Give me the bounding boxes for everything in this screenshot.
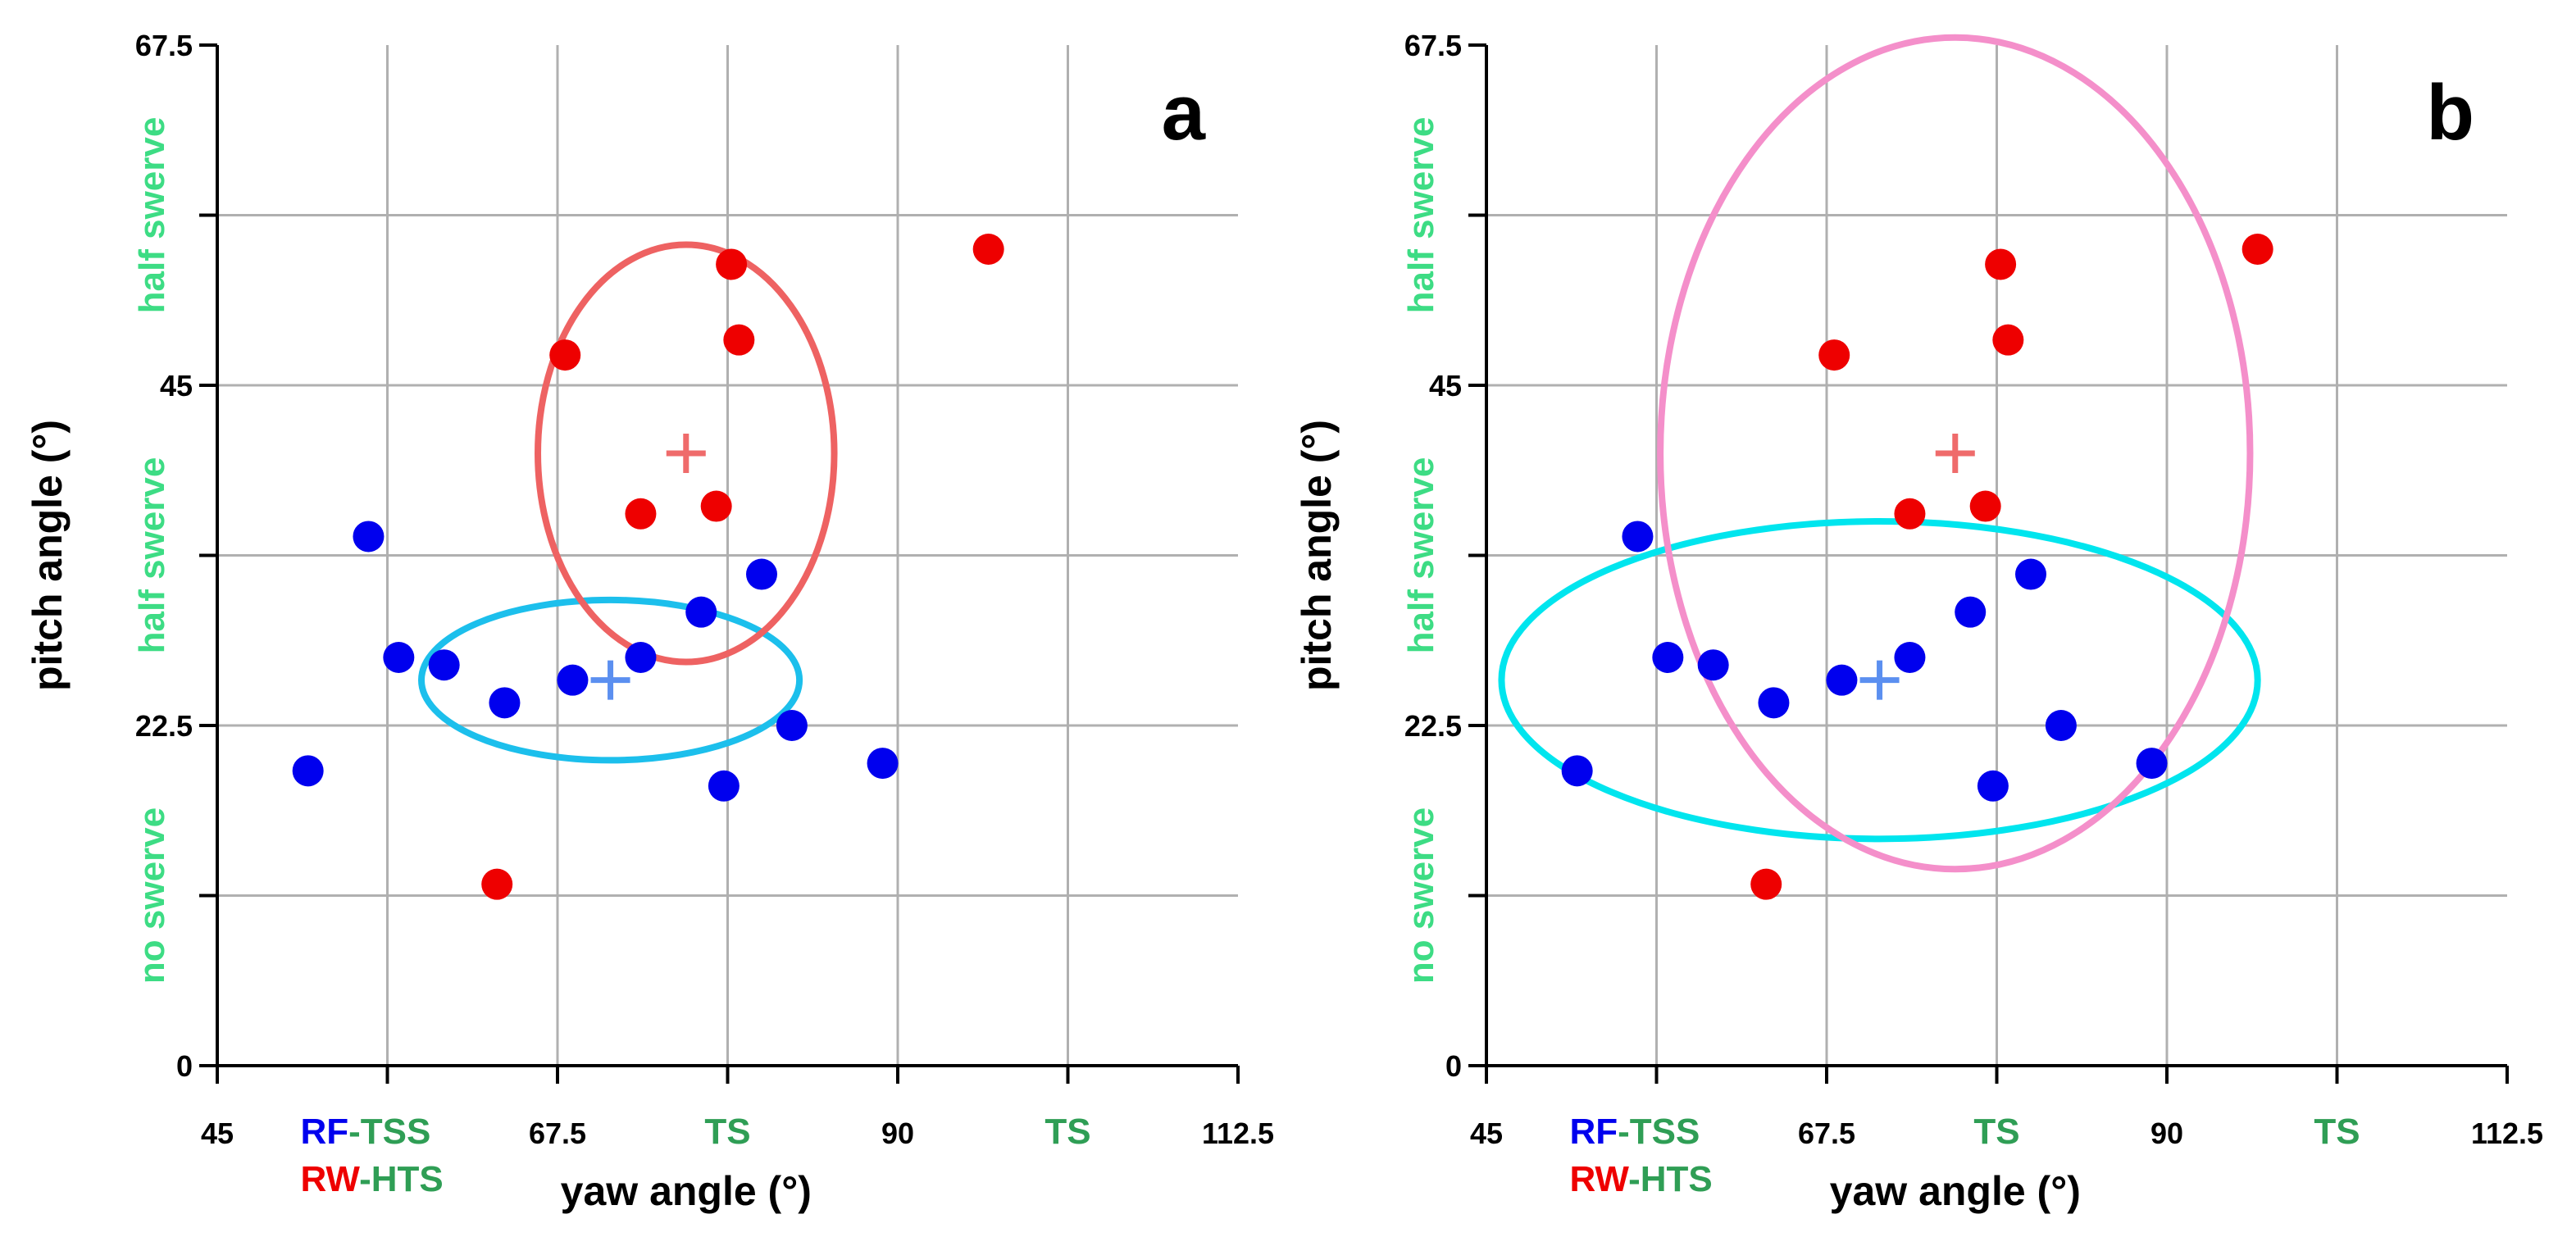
y-tick-label: 67.5	[1404, 29, 1462, 62]
x-tick-label: 67.5	[529, 1116, 586, 1150]
y-tick-label: 22.5	[135, 709, 193, 743]
y-tick-label: 0	[176, 1049, 193, 1083]
data-point-rf	[1561, 755, 1593, 787]
data-point-rf	[428, 649, 460, 681]
data-point-rf	[2136, 748, 2168, 780]
legend-entry-rw: RW-HTS	[1569, 1159, 1712, 1199]
data-point-rw	[1818, 339, 1850, 371]
data-point-rf	[489, 687, 521, 719]
legend-series-suffix: -HTS	[359, 1159, 444, 1199]
data-point-rf	[1894, 642, 1926, 673]
mean-marker-rf	[1859, 660, 1900, 700]
data-point-rf	[1652, 642, 1684, 673]
data-point-rf	[625, 642, 657, 673]
data-point-rw	[1992, 324, 2024, 356]
panel-b: 45 67.5 90 112.5 0 22.5 45 67.5 yaw angle (°) pit…	[1294, 29, 2543, 1214]
data-point-rw	[972, 234, 1004, 265]
data-point-rf	[1697, 649, 1729, 681]
x-tick-label: 45	[1470, 1116, 1503, 1150]
data-point-rf	[1955, 596, 1987, 628]
y-zone-label: half swerve	[132, 457, 172, 654]
y-tick-label: 22.5	[1404, 709, 1462, 743]
data-point-rf	[1826, 664, 1858, 696]
y-zone-label: half swerve	[1401, 117, 1441, 314]
x-zone-label: TS	[1973, 1112, 2019, 1152]
confidence-ellipse-rf	[1498, 518, 2261, 843]
panel-label: a	[1162, 69, 1206, 157]
data-point-rw	[1894, 498, 1926, 530]
confidence-ellipse-rw	[535, 241, 838, 666]
data-point-rw	[1750, 868, 1782, 900]
y-zone-label: no swerve	[132, 807, 172, 984]
data-point-rf	[557, 664, 589, 696]
legend-series-name: RF	[1569, 1112, 1618, 1152]
y-axis-title: pitch angle (°)	[1294, 420, 1340, 691]
x-tick-label: 67.5	[1798, 1116, 1855, 1150]
y-tick-label: 67.5	[135, 29, 193, 62]
data-point-rf	[353, 521, 385, 553]
legend-series-suffix: -TSS	[1618, 1112, 1700, 1152]
data-point-rw	[549, 339, 581, 371]
data-point-rf	[708, 770, 740, 802]
x-axis-title: yaw angle (°)	[561, 1168, 812, 1214]
data-point-rw	[481, 868, 513, 900]
data-point-rw	[723, 324, 755, 356]
y-axis-title: pitch angle (°)	[25, 420, 71, 691]
data-point-rf	[746, 558, 777, 590]
data-point-rw	[2241, 234, 2273, 265]
legend-series-name: RW	[1569, 1159, 1629, 1199]
data-point-rf	[292, 755, 324, 787]
y-zone-label: no swerve	[1401, 807, 1441, 984]
x-tick-label: 112.5	[2471, 1116, 2543, 1150]
data-point-rw	[1985, 248, 2017, 280]
legend-series-name: RW	[300, 1159, 360, 1199]
data-point-rf	[776, 710, 808, 741]
mean-marker-rw	[666, 434, 706, 473]
legend-entry-rw: RW-HTS	[300, 1159, 443, 1199]
data-point-rf	[1758, 687, 1790, 719]
data-point-rw	[1969, 490, 2001, 522]
mean-marker-rw	[1935, 434, 1975, 473]
x-axis-title: yaw angle (°)	[1830, 1168, 2081, 1214]
data-point-rf	[1622, 521, 1654, 553]
data-point-rf	[2015, 558, 2046, 590]
legend-series-suffix: -HTS	[1628, 1159, 1713, 1199]
data-point-rf	[2045, 710, 2077, 741]
x-tick-label: 112.5	[1202, 1116, 1274, 1150]
panel-label: b	[2426, 69, 2474, 157]
x-zone-label: TS	[1045, 1112, 1090, 1152]
y-tick-label: 45	[160, 369, 193, 402]
mean-marker-rf	[590, 660, 630, 700]
legend-series-name: RF	[300, 1112, 348, 1152]
data-point-rf	[867, 748, 899, 780]
legend-series-suffix: -TSS	[348, 1112, 430, 1152]
data-point-rf	[383, 642, 415, 673]
y-zone-label: half swerve	[1401, 457, 1441, 654]
confidence-ellipse-rw	[1657, 34, 2254, 873]
x-zone-label: TS	[2314, 1112, 2360, 1152]
confidence-ellipse-rf	[418, 596, 803, 764]
x-tick-label: 90	[881, 1116, 914, 1150]
y-zone-label: half swerve	[132, 117, 172, 314]
data-point-rw	[716, 248, 748, 280]
y-tick-label: 45	[1429, 369, 1462, 402]
x-tick-label: 90	[2150, 1116, 2183, 1150]
y-tick-label: 0	[1445, 1049, 1462, 1083]
legend-entry-rf: RF-TSS	[1569, 1112, 1700, 1152]
x-zone-label: TS	[704, 1112, 750, 1152]
x-tick-label: 45	[201, 1116, 234, 1150]
panel-a: 45 67.5 90 112.5 0 22.5 45 67.5 yaw angle (°) pit…	[25, 29, 1274, 1214]
data-point-rf	[1977, 770, 2009, 802]
data-point-rw	[625, 498, 657, 530]
legend-entry-rf: RF-TSS	[300, 1112, 430, 1152]
data-point-rw	[700, 490, 732, 522]
data-point-rf	[685, 596, 717, 628]
